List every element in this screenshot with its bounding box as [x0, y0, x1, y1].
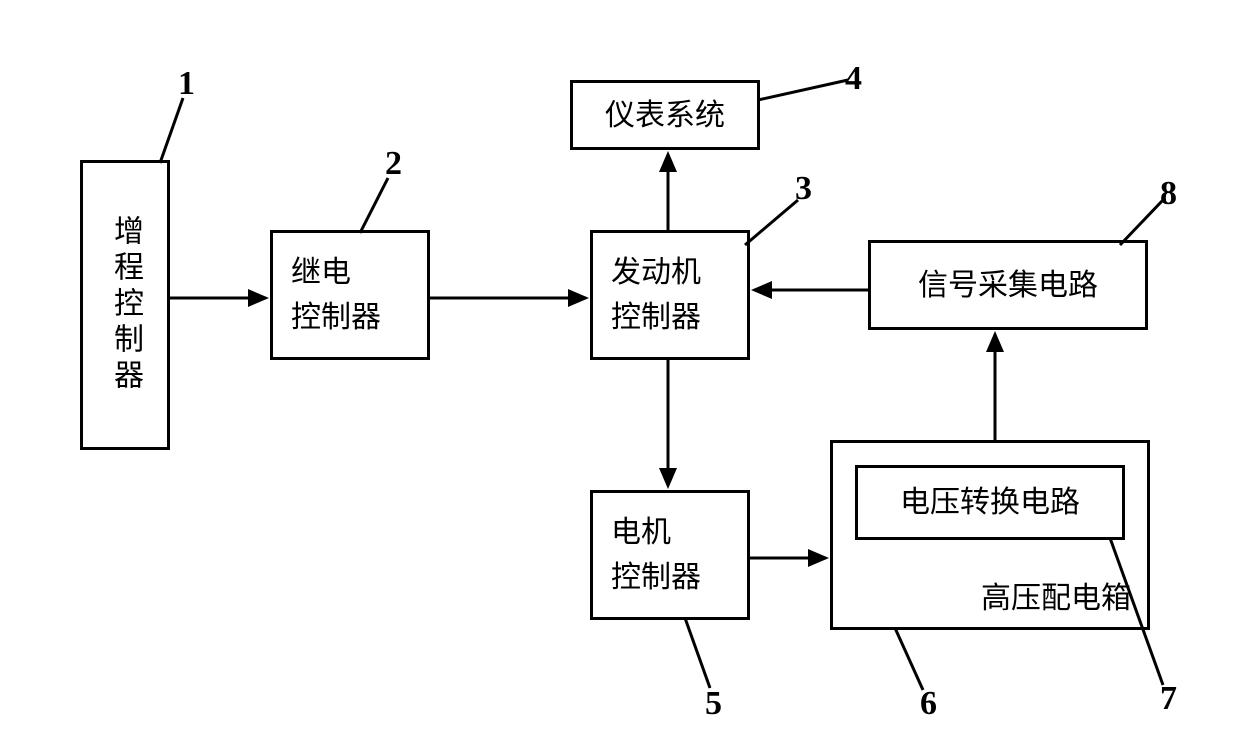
callout-line-4 [758, 80, 848, 100]
node-label: 信号采集电路 [918, 263, 1098, 308]
callout-label-7: 7 [1160, 680, 1177, 718]
node-label: 增程控制器 [103, 215, 147, 395]
callout-label-5: 5 [705, 685, 722, 723]
node-voltage-conversion-circuit: 电压转换电路 [855, 465, 1125, 540]
node-label: 高压配电箱 [981, 573, 1131, 617]
callout-line-6 [895, 628, 923, 690]
callout-line-5 [685, 618, 710, 688]
callout-line-3 [745, 200, 798, 245]
callout-label-4: 4 [845, 60, 862, 98]
callout-label-6: 6 [920, 685, 937, 723]
node-signal-acquisition-circuit: 信号采集电路 [868, 240, 1148, 330]
node-label: 电压转换电路 [900, 480, 1080, 525]
node-relay-controller: 继电 控制器 [270, 230, 430, 360]
node-range-extender-controller: 增程控制器 [80, 160, 170, 450]
node-label: 仪表系统 [605, 93, 725, 138]
callout-line-1 [160, 98, 183, 163]
callout-label-1: 1 [178, 65, 195, 103]
node-label: 电机 控制器 [611, 510, 701, 600]
node-engine-controller: 发动机 控制器 [590, 230, 750, 360]
callout-line-2 [360, 178, 388, 233]
callout-line-8 [1120, 200, 1163, 245]
callout-label-3: 3 [795, 170, 812, 208]
node-instrument-system: 仪表系统 [570, 80, 760, 150]
callout-label-8: 8 [1160, 175, 1177, 213]
callout-label-2: 2 [385, 145, 402, 183]
node-label: 继电 控制器 [291, 250, 381, 340]
node-motor-controller: 电机 控制器 [590, 490, 750, 620]
node-label: 发动机 控制器 [611, 250, 701, 340]
